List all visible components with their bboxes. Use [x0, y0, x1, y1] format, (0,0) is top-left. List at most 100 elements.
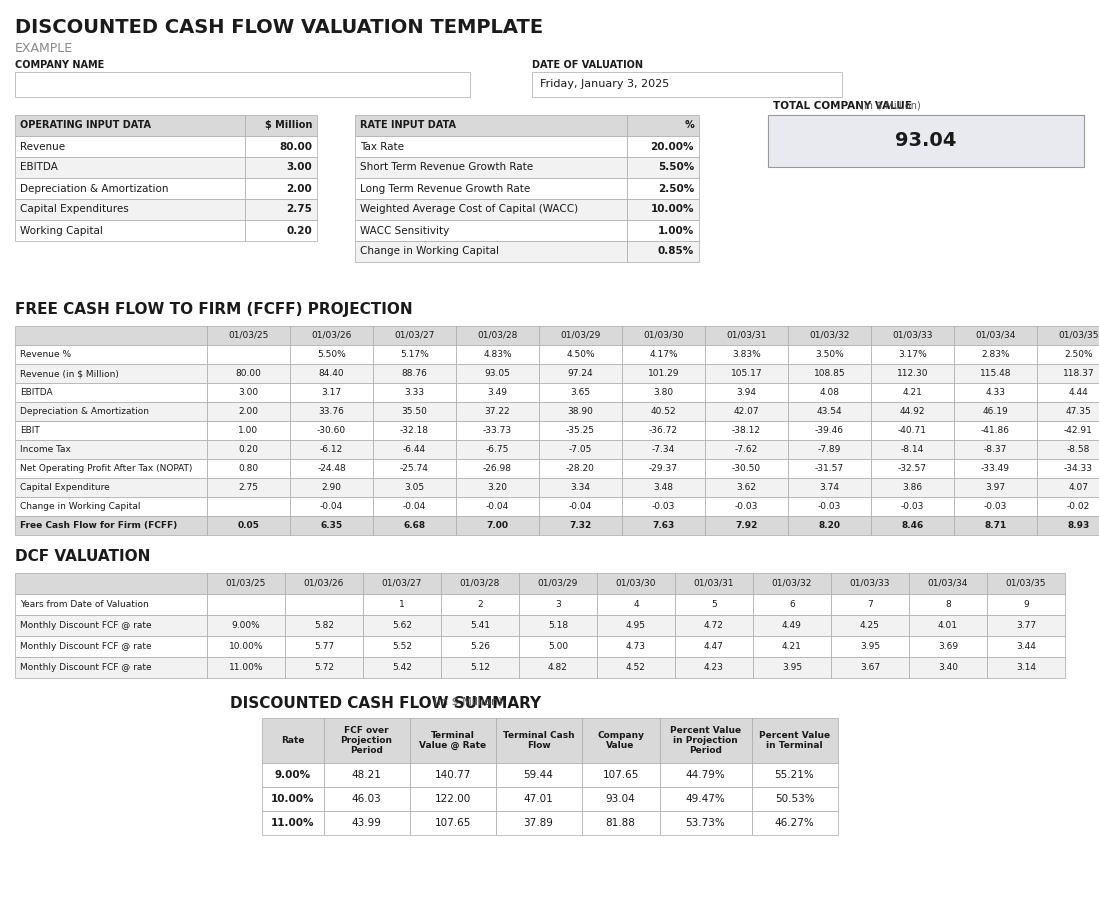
Bar: [831, 615, 909, 636]
Bar: [456, 516, 539, 535]
Bar: [207, 636, 285, 657]
Bar: [872, 478, 954, 497]
Text: 5.52: 5.52: [392, 642, 412, 651]
Bar: [704, 326, 788, 345]
Text: 0.05: 0.05: [237, 521, 259, 530]
Bar: [456, 478, 539, 497]
Bar: [410, 811, 496, 835]
Bar: [15, 497, 207, 516]
Bar: [323, 811, 410, 835]
Bar: [456, 326, 539, 345]
Text: 2.00: 2.00: [286, 183, 312, 193]
Bar: [954, 402, 1037, 421]
Text: 122.00: 122.00: [434, 794, 470, 804]
Text: 3.44: 3.44: [1017, 642, 1036, 651]
Bar: [872, 459, 954, 478]
Text: %: %: [685, 121, 693, 131]
Text: 5.00: 5.00: [548, 642, 568, 651]
Text: 44.92: 44.92: [900, 407, 925, 416]
Text: Long Term Revenue Growth Rate: Long Term Revenue Growth Rate: [360, 183, 530, 193]
Text: Friday, January 3, 2025: Friday, January 3, 2025: [540, 79, 669, 89]
Bar: [788, 364, 872, 383]
Text: 5.50%: 5.50%: [657, 162, 693, 172]
Bar: [285, 594, 363, 615]
Text: 3.48: 3.48: [654, 483, 674, 492]
Text: Depreciation & Amortization: Depreciation & Amortization: [20, 407, 149, 416]
Bar: [704, 516, 788, 535]
Text: 59.44: 59.44: [523, 770, 554, 780]
Text: Terminal Cash
Flow: Terminal Cash Flow: [502, 731, 575, 750]
Text: -0.03: -0.03: [735, 502, 758, 511]
Bar: [704, 478, 788, 497]
Text: 5.26: 5.26: [470, 642, 490, 651]
Bar: [410, 718, 496, 763]
Bar: [753, 573, 831, 594]
Text: 4: 4: [633, 600, 639, 609]
Bar: [909, 573, 987, 594]
Text: -0.04: -0.04: [320, 502, 343, 511]
Bar: [290, 383, 373, 402]
Bar: [954, 459, 1037, 478]
Text: Capital Expenditures: Capital Expenditures: [20, 204, 129, 214]
Text: 53.73%: 53.73%: [686, 818, 725, 828]
Bar: [788, 516, 872, 535]
Text: FCF over
Projection
Period: FCF over Projection Period: [341, 726, 392, 756]
Bar: [704, 383, 788, 402]
Bar: [1037, 402, 1099, 421]
Text: DCF VALUATION: DCF VALUATION: [15, 549, 151, 564]
Text: Terminal
Value @ Rate: Terminal Value @ Rate: [419, 731, 486, 750]
Text: 01/03/32: 01/03/32: [809, 331, 850, 340]
Bar: [262, 718, 323, 763]
Text: 01/03/30: 01/03/30: [643, 331, 684, 340]
Bar: [355, 115, 628, 136]
Bar: [15, 136, 245, 157]
Bar: [15, 516, 207, 535]
Bar: [373, 440, 456, 459]
Text: -39.46: -39.46: [815, 426, 844, 435]
Bar: [1037, 345, 1099, 364]
Bar: [987, 573, 1065, 594]
Bar: [752, 811, 837, 835]
Text: 7.00: 7.00: [487, 521, 509, 530]
Bar: [441, 615, 519, 636]
Text: 37.22: 37.22: [485, 407, 510, 416]
Text: -35.25: -35.25: [566, 426, 595, 435]
Bar: [285, 615, 363, 636]
Bar: [15, 383, 207, 402]
Text: 8.46: 8.46: [901, 521, 923, 530]
Bar: [15, 199, 245, 220]
Text: 3.00: 3.00: [286, 162, 312, 172]
Bar: [987, 657, 1065, 678]
Bar: [788, 326, 872, 345]
Text: 01/03/28: 01/03/28: [459, 579, 500, 588]
Text: -29.37: -29.37: [650, 464, 678, 473]
Text: -41.86: -41.86: [981, 426, 1010, 435]
Text: 4.25: 4.25: [861, 621, 880, 630]
Text: 37.89: 37.89: [523, 818, 554, 828]
Text: 3.83%: 3.83%: [732, 350, 761, 359]
Text: -0.04: -0.04: [569, 502, 592, 511]
Text: 3: 3: [555, 600, 560, 609]
Bar: [622, 497, 704, 516]
Text: 11.00%: 11.00%: [229, 663, 264, 672]
Text: -34.33: -34.33: [1064, 464, 1094, 473]
Bar: [539, 326, 622, 345]
Text: 01/03/34: 01/03/34: [928, 579, 968, 588]
Bar: [539, 497, 622, 516]
Bar: [373, 497, 456, 516]
Text: 3.17%: 3.17%: [898, 350, 926, 359]
Bar: [539, 383, 622, 402]
Bar: [207, 615, 285, 636]
Bar: [872, 421, 954, 440]
Text: 4.44: 4.44: [1068, 388, 1088, 397]
Bar: [15, 157, 245, 178]
Bar: [290, 497, 373, 516]
Bar: [1037, 364, 1099, 383]
Text: 93.04: 93.04: [896, 132, 957, 151]
Text: 01/03/31: 01/03/31: [693, 579, 734, 588]
Bar: [496, 763, 581, 787]
Text: 46.19: 46.19: [983, 407, 1009, 416]
Bar: [628, 220, 699, 241]
Text: 4.33: 4.33: [986, 388, 1006, 397]
Bar: [628, 241, 699, 262]
